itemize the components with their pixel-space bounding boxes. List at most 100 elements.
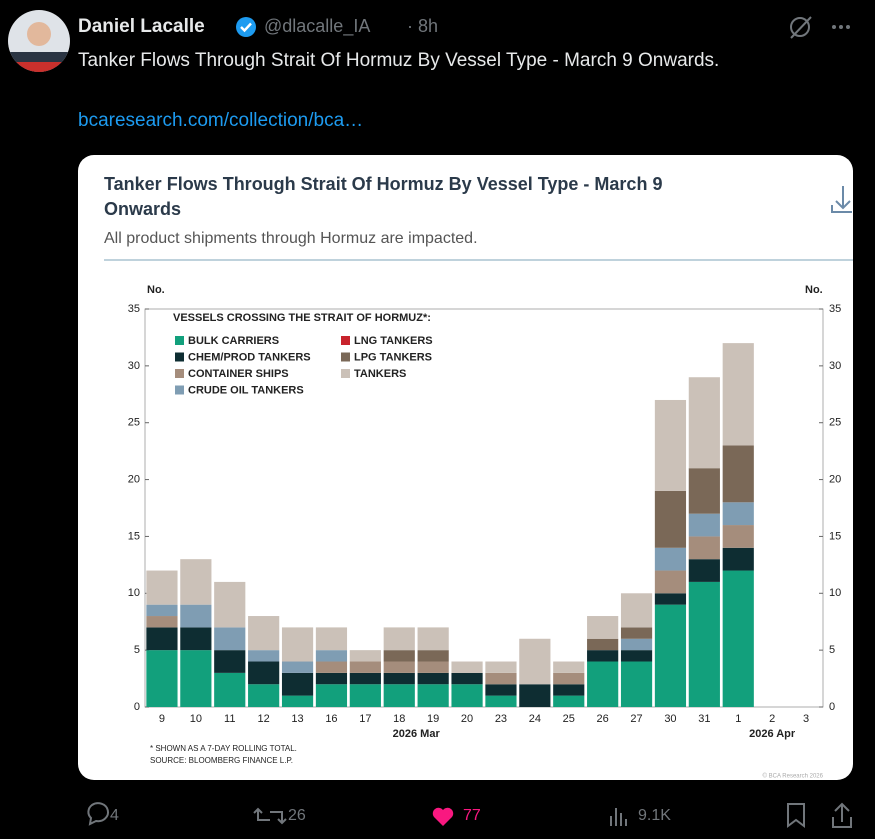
- bar-segment: [722, 570, 754, 707]
- y-tick-label: 10: [128, 587, 140, 599]
- bar-segment: [451, 661, 483, 673]
- y-tick-label: 30: [128, 360, 140, 372]
- bar-segment: [248, 616, 280, 651]
- y-tick-label: 0: [829, 701, 835, 713]
- bar-segment: [654, 399, 687, 491]
- grok-icon[interactable]: [790, 16, 812, 39]
- bar-segment: [315, 627, 348, 651]
- x-tick-label: 25: [563, 713, 575, 725]
- bar-segment: [315, 684, 348, 707]
- bar-segment: [180, 650, 212, 707]
- download-icon[interactable]: [831, 186, 852, 213]
- bar-segment: [519, 684, 551, 707]
- repost-button[interactable]: 26: [253, 807, 306, 825]
- legend-swatch: [341, 369, 350, 378]
- share-button[interactable]: [832, 802, 852, 828]
- bar-segment: [654, 570, 687, 594]
- legend-label: CHEM/PROD TANKERS: [188, 351, 311, 363]
- bar-segment: [553, 661, 585, 673]
- bar-segment: [349, 672, 381, 685]
- repost-count: 26: [288, 807, 306, 824]
- bar-segment: [654, 604, 687, 707]
- bar-segment: [654, 490, 687, 548]
- bar-segment: [214, 581, 246, 628]
- bar-segment: [281, 661, 314, 673]
- y-tick-label: 20: [829, 473, 841, 485]
- x-tick-label: 16: [325, 713, 337, 725]
- x-tick-label: 23: [495, 713, 507, 725]
- x-tick-label: 24: [529, 713, 541, 725]
- x-tick-label: 27: [630, 713, 642, 725]
- separator: ·: [407, 16, 413, 36]
- bar-segment: [485, 672, 517, 685]
- avatar[interactable]: [8, 10, 70, 74]
- bar-segment: [146, 650, 178, 707]
- legend-swatch: [175, 336, 184, 345]
- legend-label: CRUDE OIL TANKERS: [188, 384, 304, 396]
- bar-segment: [688, 536, 720, 560]
- y-tick-label: 30: [829, 360, 841, 372]
- link[interactable]: bcaresearch.com/collection/bca…: [78, 110, 363, 131]
- legend-label: BULK CARRIERS: [188, 335, 279, 347]
- bar-segment: [688, 559, 720, 582]
- y-tick-label: 15: [128, 530, 140, 542]
- bar-segment: [417, 684, 449, 707]
- y-tick-label: 35: [829, 303, 841, 315]
- bar-segment: [553, 672, 585, 685]
- bar-segment: [383, 672, 415, 685]
- bar-segment: [688, 513, 720, 537]
- y-tick-label: 20: [128, 473, 140, 485]
- bar-segment: [248, 661, 280, 685]
- bookmark-button[interactable]: [787, 803, 805, 828]
- bar-segment: [722, 343, 754, 446]
- bar-segment: [553, 695, 585, 707]
- tweet-text: Tanker Flows Through Strait Of Hormuz By…: [78, 50, 719, 71]
- reply-button[interactable]: 4: [87, 802, 119, 826]
- x-tick-label: 1: [735, 713, 741, 725]
- legend-swatch: [175, 369, 184, 378]
- bar-segment: [587, 661, 619, 707]
- more-button[interactable]: [832, 25, 850, 29]
- bar-segment: [654, 547, 687, 571]
- x-tick-label: 12: [258, 713, 270, 725]
- bar-segment: [383, 650, 415, 662]
- like-button[interactable]: 77: [432, 807, 481, 826]
- bar-segment: [349, 684, 381, 707]
- x-tick-label: 3: [803, 713, 809, 725]
- x-tick-label: 2: [769, 713, 775, 725]
- month-label: 2026 Mar: [393, 728, 441, 740]
- y-unit: No.: [805, 284, 823, 296]
- author-name[interactable]: Daniel Lacalle: [78, 16, 205, 37]
- legend-label: TANKERS: [354, 368, 406, 380]
- bar-segment: [485, 695, 517, 707]
- bar-segment: [722, 502, 754, 526]
- bar-segment: [722, 445, 754, 503]
- bar-segment: [620, 627, 653, 639]
- watermark: © BCA Research 2026: [763, 773, 824, 780]
- chart-card[interactable]: Tanker Flows Through Strait Of Hormuz By…: [78, 155, 853, 780]
- views-button[interactable]: 9.1K: [610, 807, 671, 826]
- bar-segment: [214, 650, 246, 673]
- bar-segment: [146, 627, 178, 651]
- bar-segment: [654, 593, 687, 605]
- plot-frame: [144, 308, 824, 708]
- reply-count: 4: [110, 807, 119, 824]
- chart-subtitle: All product shipments through Hormuz are…: [104, 230, 478, 247]
- chart-title: Onwards: [104, 199, 181, 219]
- bar-segment: [620, 650, 653, 662]
- y-tick-label: 5: [134, 644, 140, 656]
- verified-badge: [236, 17, 256, 37]
- bar-segment: [587, 616, 619, 639]
- handle[interactable]: @dlacalle_IA: [264, 16, 370, 37]
- x-tick-label: 18: [393, 713, 405, 725]
- y-tick-label: 0: [134, 701, 140, 713]
- legend-swatch: [341, 336, 350, 345]
- bar-segment: [214, 627, 246, 651]
- bar-segment: [383, 661, 415, 673]
- x-tick-label: 26: [597, 713, 609, 725]
- x-tick-label: 19: [427, 713, 439, 725]
- timestamp[interactable]: 8h: [418, 16, 438, 36]
- footnote: * SHOWN AS A 7-DAY ROLLING TOTAL.: [150, 744, 297, 753]
- bar-segment: [180, 604, 212, 628]
- legend-title: VESSELS CROSSING THE STRAIT OF HORMUZ*:: [173, 312, 431, 324]
